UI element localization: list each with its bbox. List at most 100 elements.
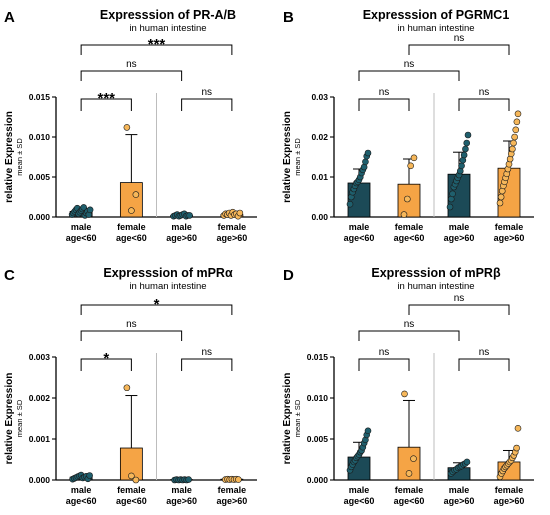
x-tick-label: age>60 [216,496,247,506]
data-point [510,139,517,147]
x-tick-label: age<60 [394,496,425,506]
data-point [462,145,469,153]
significance-bracket [80,98,132,111]
significance-bracket [358,358,410,371]
x-tick-label: male [349,485,370,495]
y-axis-sublabel: mean ± SD [15,138,24,176]
x-tick-label: female [218,485,247,495]
y-tick-label: 0.002 [29,393,51,403]
chart-subtitle: in human intestine [129,281,206,292]
data-point [496,199,504,207]
x-tick-label: age>60 [216,233,247,243]
y-tick-label: 0.010 [29,132,51,142]
significance-bracket [181,98,233,111]
y-axis-label: relative Expression [4,373,15,465]
data-point [123,384,131,392]
data-point [362,158,369,166]
significance-bracket [80,70,183,81]
x-tick-label: female [395,485,424,495]
data-point [460,151,468,159]
data-point [186,212,193,219]
chart-subtitle: in human intestine [397,281,474,292]
significance-bracket [181,358,233,371]
y-tick-label: 0.00 [311,212,328,222]
chart-title: Expresssion of PR-A/B [100,8,236,22]
data-point [123,124,131,131]
x-tick-label: age<60 [344,233,375,243]
chart-subtitle: in human intestine [129,23,206,34]
x-tick-label: male [349,222,370,232]
data-point [407,162,414,170]
y-tick-label: 0.010 [307,393,329,403]
x-tick-label: female [395,222,424,232]
significance-label: ns [454,293,465,304]
x-tick-label: female [495,222,524,232]
y-axis-sublabel: mean ± SD [293,138,302,176]
y-tick-label: 0.000 [29,475,51,485]
significance-label: ns [126,59,137,70]
significance-label: *** [97,90,115,107]
data-point [514,110,522,118]
data-point [464,131,472,139]
data-point [364,149,372,157]
x-tick-label: female [218,222,247,232]
y-axis-sublabel: mean ± SD [293,399,302,437]
x-tick-label: female [117,485,146,495]
data-point [400,211,408,218]
x-tick-label: age<60 [116,233,147,243]
x-tick-label: age<60 [116,496,147,506]
data-point [446,203,454,211]
y-tick-label: 0.015 [307,352,329,362]
significance-bracket [80,330,183,341]
x-tick-label: female [117,222,146,232]
data-point [185,476,192,483]
panel-letter: C [4,267,15,284]
data-point [86,472,93,479]
x-tick-label: female [495,485,524,495]
y-tick-label: 0.015 [29,92,51,102]
x-tick-label: age<60 [394,233,425,243]
significance-bracket [458,98,510,111]
data-point [410,455,417,462]
significance-bracket [408,44,510,55]
significance-label: ns [404,59,415,70]
data-point [236,209,244,217]
x-tick-label: age<60 [66,233,97,243]
x-tick-label: age>60 [494,496,525,506]
data-point [235,476,242,483]
chart-title: Expresssion of mPRα [103,266,233,280]
y-tick-label: 0.000 [307,475,329,485]
data-point [514,425,522,432]
significance-label: ns [201,87,212,98]
significance-label: ns [379,347,390,358]
data-point [80,204,87,211]
significance-label: ns [404,319,415,330]
significance-label: ns [126,319,137,330]
data-point [346,200,354,208]
data-point [86,206,94,214]
significance-bracket [358,98,410,111]
data-point [497,193,505,201]
x-tick-label: age>60 [494,233,525,243]
significance-bracket [358,70,460,81]
y-axis-sublabel: mean ± SD [15,399,24,437]
data-point [401,390,408,398]
y-tick-label: 0.005 [307,434,329,444]
y-tick-label: 0.03 [311,92,328,102]
x-tick-label: male [171,222,192,232]
chart-subtitle: in human intestine [397,23,474,34]
significance-label: ns [379,87,390,98]
significance-bracket [80,304,233,315]
y-axis-label: relative Expression [282,111,293,203]
significance-label: ns [201,347,212,358]
significance-bracket [408,304,510,315]
x-tick-label: age>60 [444,233,475,243]
significance-label: ns [454,33,465,44]
y-tick-label: 0.005 [29,172,51,182]
panel-letter: A [4,9,15,26]
y-tick-label: 0.000 [29,212,51,222]
